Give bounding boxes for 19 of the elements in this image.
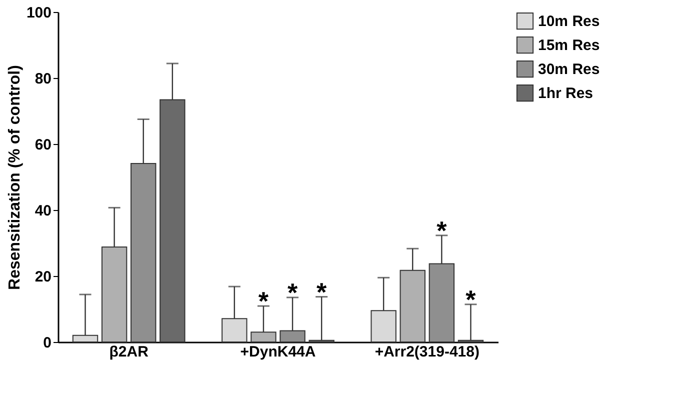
y-tick-label: 20 <box>34 268 52 286</box>
legend-label: 1hr Res <box>538 85 594 102</box>
annotation: * <box>316 276 328 307</box>
annotation: * <box>258 286 270 316</box>
y-tick-label: 0 <box>43 334 52 352</box>
legend-label: 30m Res <box>538 61 600 78</box>
y-axis-title: Resensitization (% of control) <box>6 65 24 290</box>
annotation: * <box>436 215 448 246</box>
annotation: * <box>287 277 298 308</box>
annotation: * <box>466 284 477 314</box>
legend-label: 15m Res <box>538 37 600 54</box>
legend-label: 10m Res <box>538 13 600 30</box>
y-tick-label: 80 <box>34 70 52 88</box>
x-tick-label: β2AR <box>109 344 149 360</box>
y-tick-label: 100 <box>26 4 52 22</box>
x-tick-label: +Arr2(319-418) <box>374 344 480 360</box>
x-tick-label: +DynK44A <box>240 344 316 360</box>
y-tick-label: 60 <box>34 136 52 154</box>
y-tick-label: 40 <box>34 202 52 220</box>
